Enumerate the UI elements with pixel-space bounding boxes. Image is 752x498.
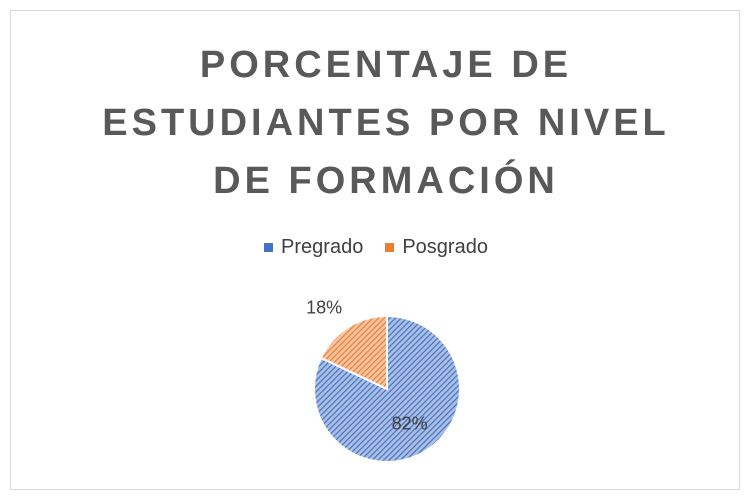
legend-entry: Pregrado [264,236,363,259]
legend-swatch [264,243,274,252]
legend-entry: Posgrado [385,236,488,259]
legend-label: Pregrado [281,236,364,258]
legend-label: Posgrado [402,236,488,258]
legend: Pregrado Posgrado [0,236,752,259]
pie-slice [319,314,388,391]
data-label: 82% [392,413,428,433]
chart-title: PORCENTAJE DE ESTUDIANTES POR NIVEL DE F… [102,44,670,202]
legend-swatch [385,243,395,252]
data-label: 18% [306,298,342,318]
